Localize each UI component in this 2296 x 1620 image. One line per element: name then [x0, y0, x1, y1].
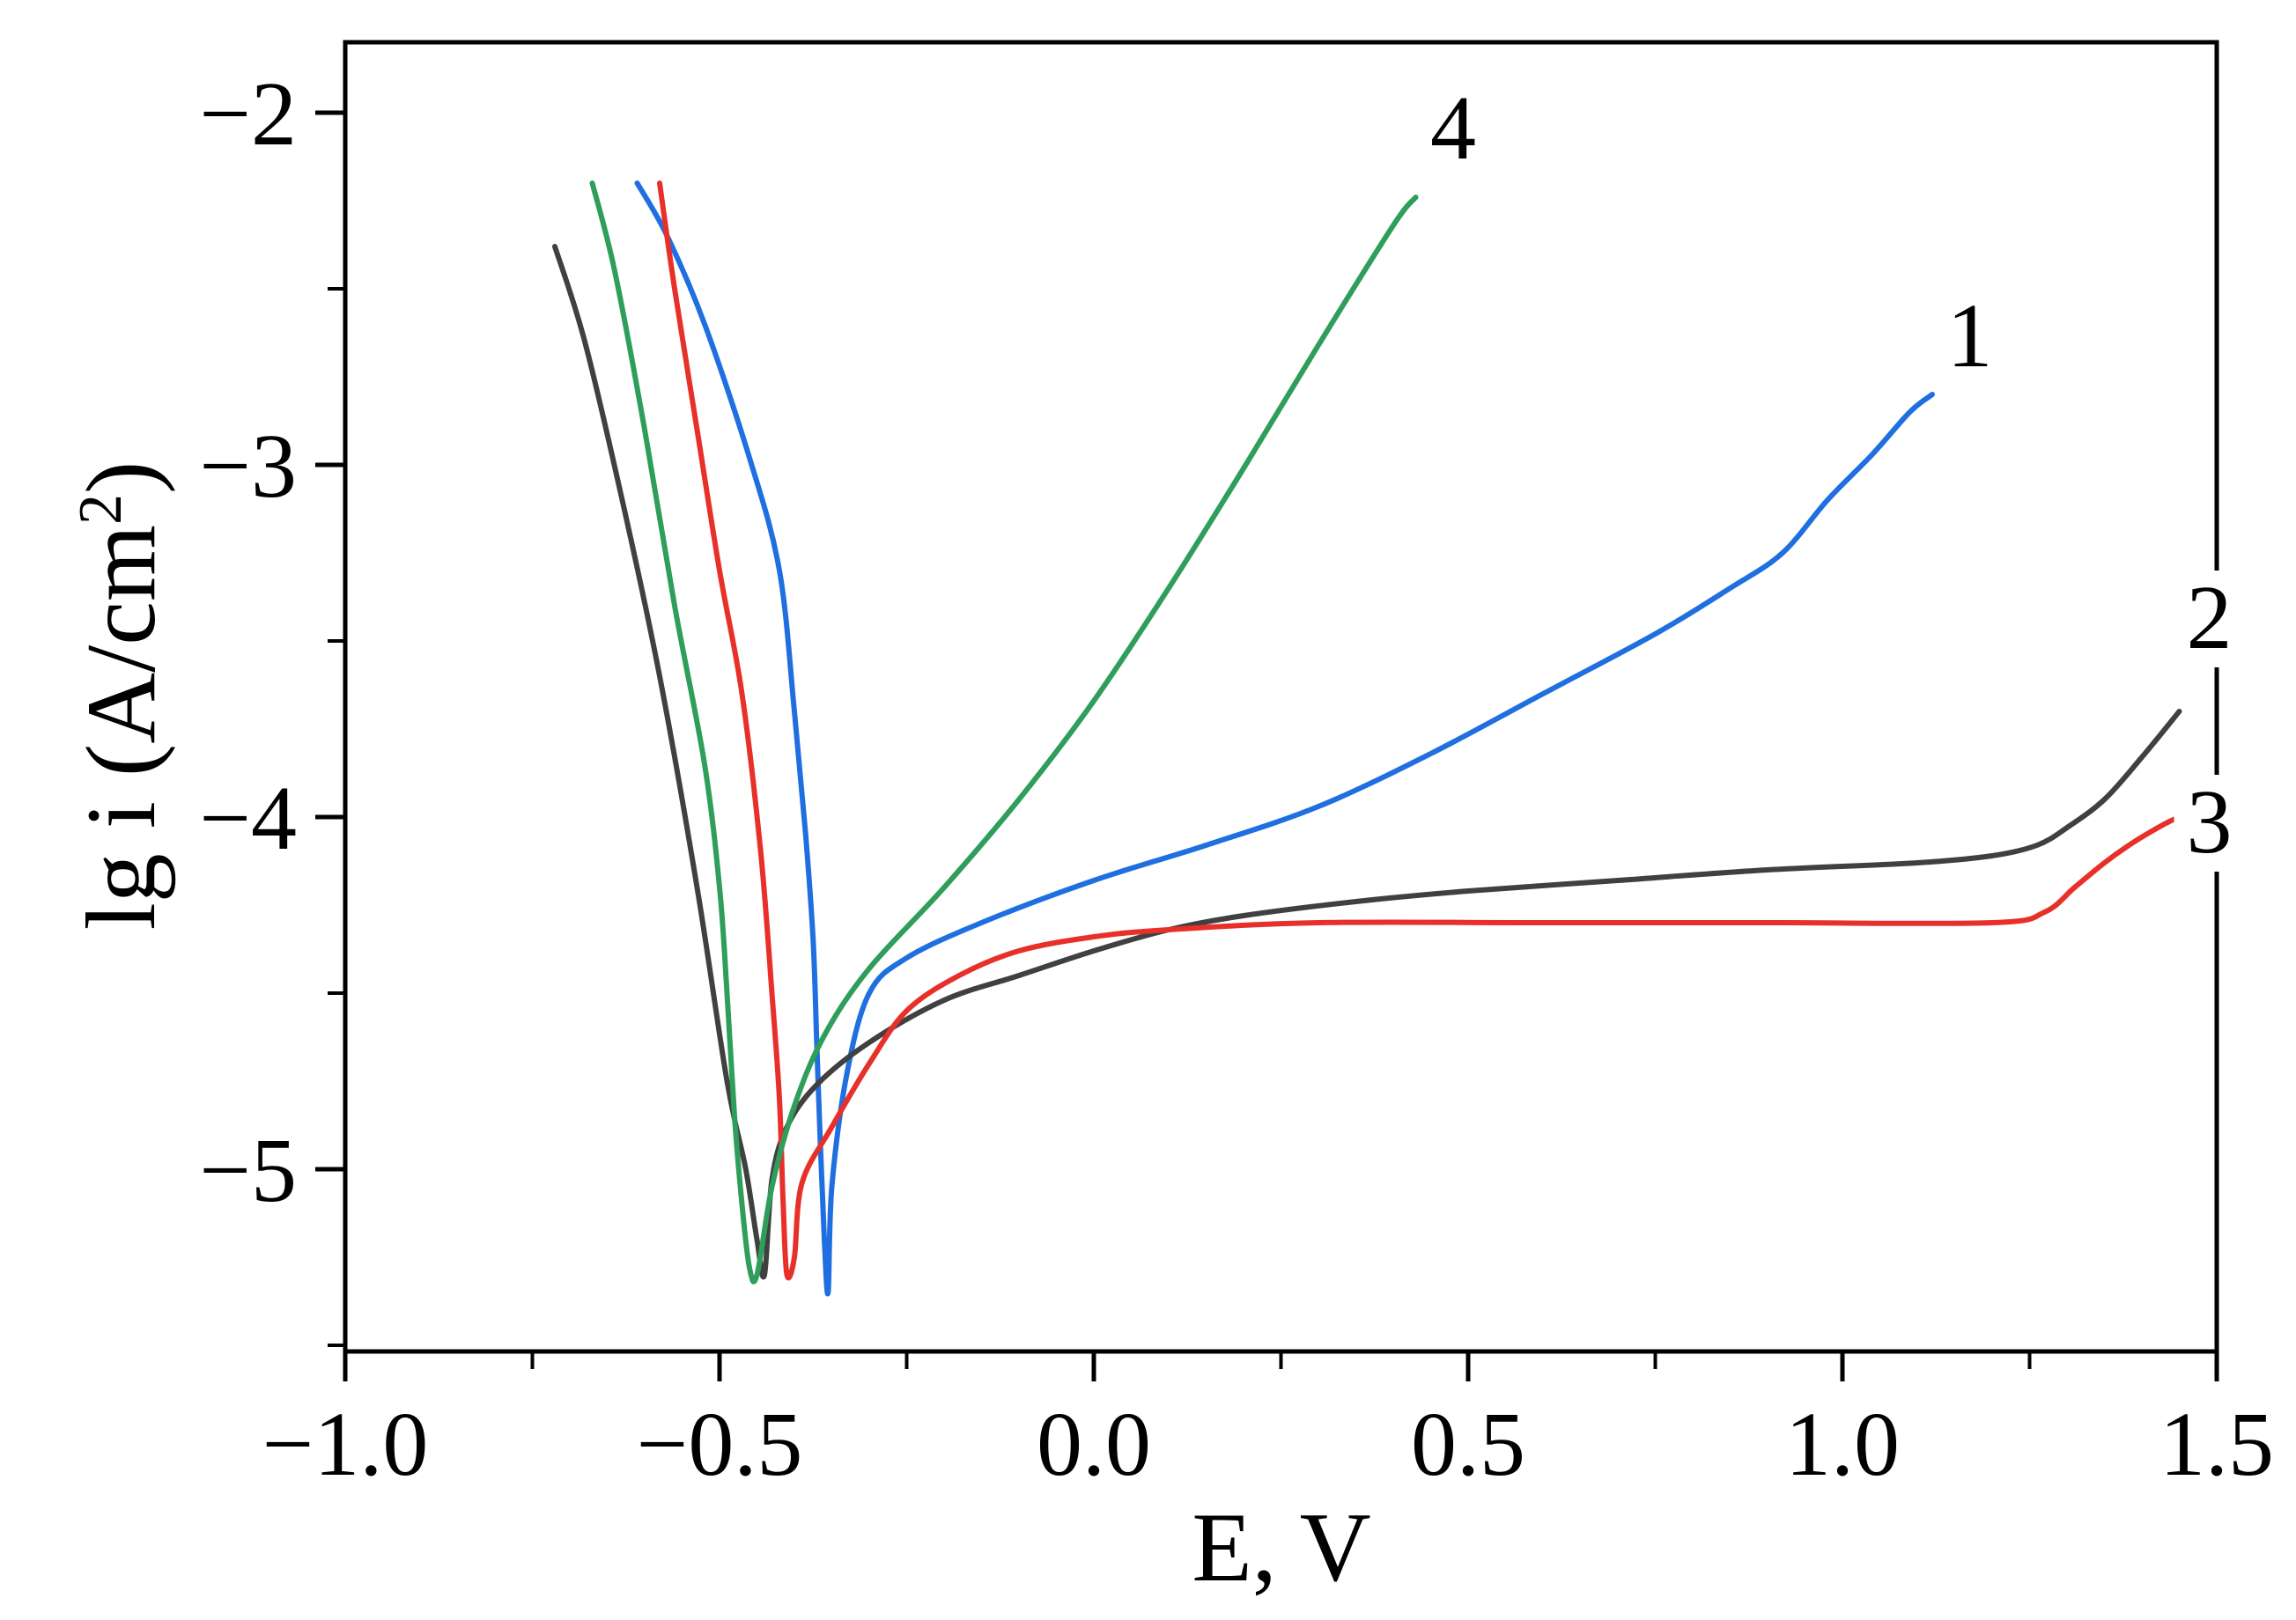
y-axis-title-sup: 2 [67, 494, 135, 525]
x-tick-label: −0.5 [637, 1394, 803, 1495]
y-tick-label: −5 [199, 1120, 297, 1221]
series-4-line [589, 180, 1419, 1285]
y-axis-title: lg i (A/cm2) [67, 461, 177, 931]
plot-frame [343, 40, 2219, 1354]
curve-labels: 4 1 2 3 [1430, 77, 2245, 873]
x-tick-label: −1.0 [262, 1394, 429, 1495]
y-axis-title-prefix: lg i (A/cm [67, 525, 176, 930]
curve-label-2-bg [2174, 571, 2245, 667]
x-tick-label: 1.0 [1785, 1394, 1900, 1495]
series-2-line [552, 244, 2182, 1280]
series-1-line [634, 180, 1935, 1297]
curve-label-4: 4 [1430, 77, 1476, 179]
y-tick-label: −3 [199, 416, 297, 517]
series-layer [552, 180, 2182, 1297]
series-3-line [657, 180, 2182, 1281]
axis-ticks: −1.0 −0.5 0.0 0.5 1.0 1.5 −2 −3 −4 −5 [199, 63, 2274, 1495]
curve-label-3: 3 [2187, 771, 2233, 873]
y-tick-label: −4 [199, 768, 297, 869]
x-tick-label: 1.5 [2159, 1394, 2274, 1495]
curve-label-2: 2 [2187, 567, 2233, 668]
x-tick-label: 0.0 [1037, 1394, 1151, 1495]
x-axis-title: E, V [1192, 1493, 1370, 1602]
y-axis-title-suffix: ) [67, 461, 176, 494]
y-tick-label: −2 [199, 63, 297, 165]
curve-label-3-bg [2174, 775, 2245, 872]
curve-label-1: 1 [1947, 285, 1993, 387]
x-tick-label: 0.5 [1411, 1394, 1525, 1495]
